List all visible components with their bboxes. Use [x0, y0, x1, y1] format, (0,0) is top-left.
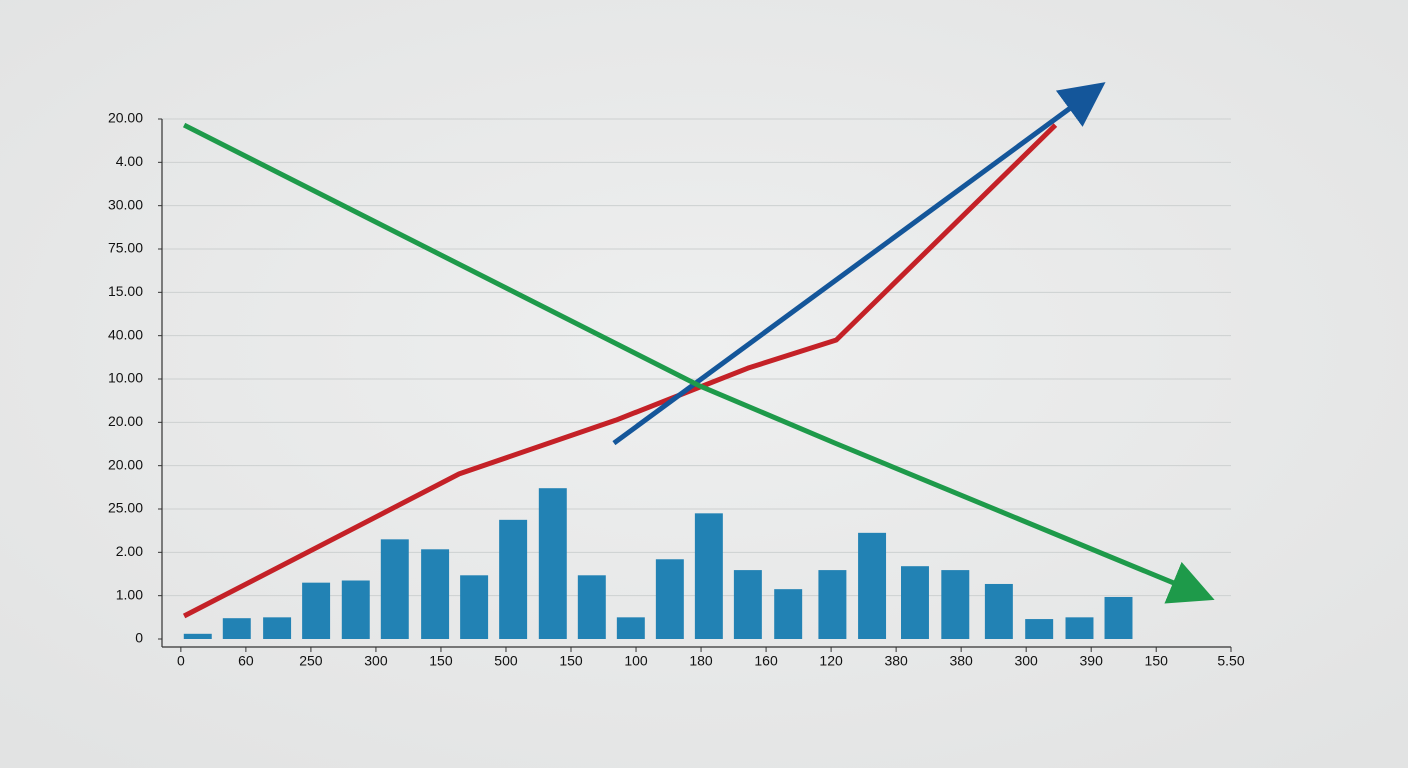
bar: [774, 589, 803, 639]
x-tick-label: 300: [1014, 653, 1038, 669]
y-tick-label: 20.00: [108, 456, 143, 472]
y-tick-label: 20.00: [108, 413, 143, 429]
bar: [302, 582, 331, 639]
bar: [380, 539, 409, 639]
bar: [984, 583, 1013, 639]
x-tick-label: 120: [819, 653, 843, 669]
y-tick-label: 15.00: [108, 283, 143, 299]
bar: [941, 570, 970, 639]
x-tick-label: 150: [559, 653, 583, 669]
y-tick-label: 20.00: [108, 110, 143, 126]
y-tick-label: 1.00: [116, 586, 143, 602]
x-tick-label: 0: [177, 653, 185, 669]
y-tick-label: 4.00: [116, 153, 143, 169]
bar: [577, 575, 606, 639]
bar: [499, 519, 528, 639]
x-tick-label: 100: [624, 653, 648, 669]
bar: [655, 559, 684, 639]
y-tick-label: 2.00: [116, 543, 143, 559]
bar: [183, 633, 212, 639]
x-tick-label: 60: [238, 653, 254, 669]
y-tick-label: 75.00: [108, 240, 143, 256]
x-tick-label: 390: [1080, 653, 1104, 669]
y-tick-label: 30.00: [108, 196, 143, 212]
bar: [616, 617, 645, 639]
line: [182, 122, 1215, 604]
x-tick-label: 150: [1145, 653, 1169, 669]
x-tick-label: 300: [364, 653, 388, 669]
bar: [222, 618, 251, 639]
bar: [421, 549, 450, 639]
bar: [263, 617, 292, 639]
x-tick-label: 500: [494, 653, 518, 669]
x-tick-label: 180: [689, 653, 713, 669]
bar: [341, 580, 370, 639]
y-tick-label: 40.00: [108, 326, 143, 342]
y-tick-label: 10.00: [108, 370, 143, 386]
bar: [858, 532, 887, 639]
bar: [733, 570, 762, 639]
x-tick-label: 380: [949, 653, 973, 669]
x-tick-label: 160: [754, 653, 778, 669]
bar: [1065, 617, 1094, 639]
x-tick-label: 5.50: [1217, 653, 1244, 669]
bar: [818, 570, 847, 639]
y-tick-label: 25.00: [108, 500, 143, 516]
bar: [538, 488, 567, 639]
x-tick-label: 380: [884, 653, 908, 669]
bar: [1025, 619, 1054, 639]
y-tick-label: 0: [135, 630, 143, 646]
bar: [901, 566, 929, 639]
bar: [460, 575, 489, 639]
bar: [694, 513, 723, 639]
x-tick-label: 150: [429, 653, 453, 669]
line: [612, 82, 1106, 446]
x-tick-label: 250: [299, 653, 323, 669]
bar: [1104, 596, 1133, 639]
